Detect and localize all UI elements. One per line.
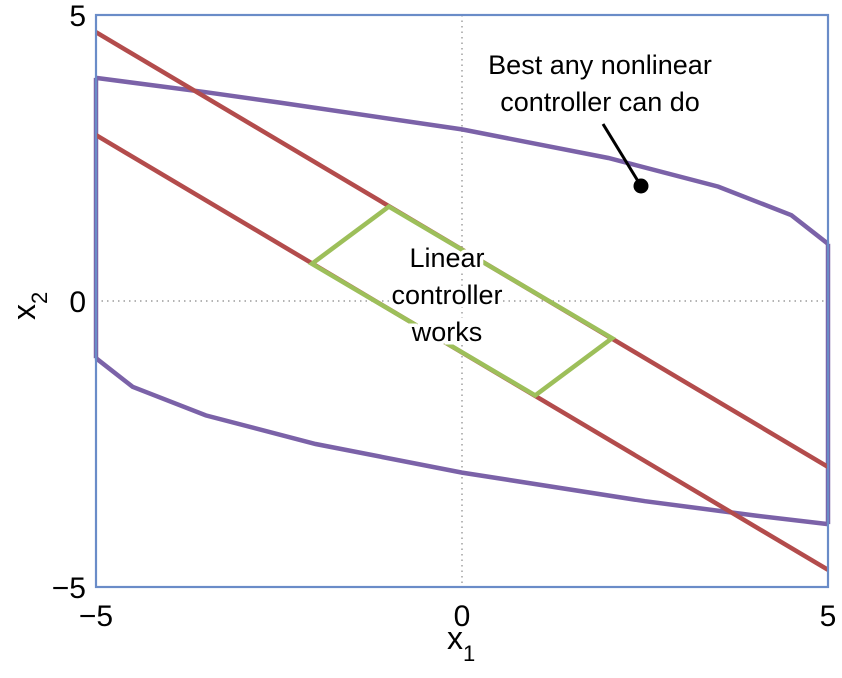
x-tick-label: −5 <box>79 600 113 633</box>
nonlinear-label-line: Best any nonlinear <box>488 50 712 80</box>
tick-labels: −5 0 5 −5 0 5 <box>52 0 837 633</box>
x-tick-label: 5 <box>820 600 837 633</box>
x-axis-label: x1 <box>447 620 475 666</box>
annotation-pointer-line <box>601 123 643 187</box>
linear-label-line: Linear <box>409 243 484 273</box>
y-tick-label: 5 <box>69 0 86 33</box>
y-tick-label: 0 <box>69 286 86 319</box>
nonlinear-label-line: controller can do <box>500 87 700 117</box>
series-layer <box>93 30 831 572</box>
linear-label-line: controller <box>391 280 502 310</box>
linear-label-line: works <box>411 317 483 347</box>
y-tick-label: −5 <box>52 572 86 605</box>
x-tick-label: 0 <box>454 600 471 633</box>
series-linear-region <box>307 203 617 399</box>
annotations: Best any nonlinear controller can do Linea… <box>388 50 712 351</box>
y-axis-label: x2 <box>6 292 52 320</box>
annotation-pointer-dot <box>633 178 649 194</box>
grid-layer <box>96 15 828 587</box>
plot-frame <box>94 13 830 589</box>
series-nonlinear-upper <box>95 75 830 246</box>
